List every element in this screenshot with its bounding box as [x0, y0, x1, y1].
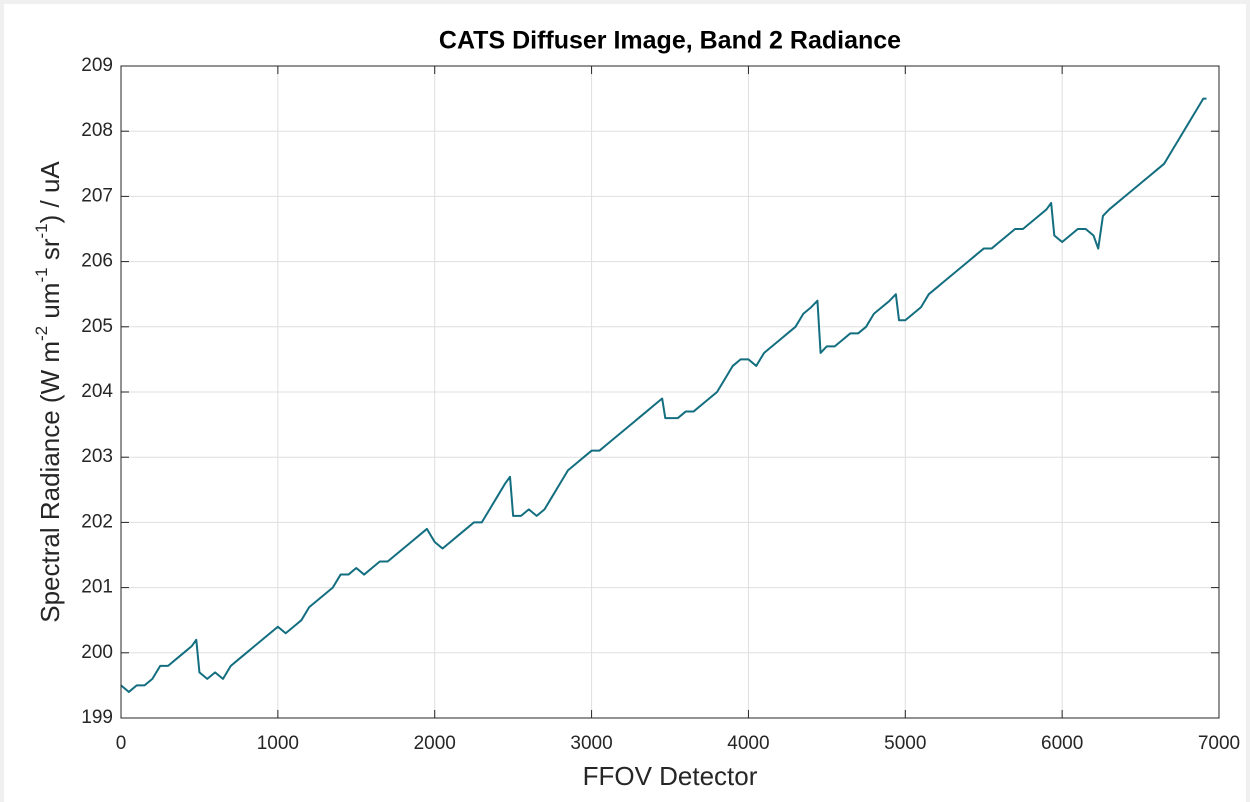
y-label-part: um [35, 283, 65, 326]
x-tick-label: 3000 [570, 733, 612, 754]
x-tick-label: 5000 [884, 733, 926, 754]
y-tick-label: 204 [81, 381, 113, 402]
x-tick-label: 2000 [414, 733, 456, 754]
y-tick-label: 208 [81, 120, 113, 141]
y-tick-label: 199 [81, 707, 113, 728]
y-label-superscript: -1 [32, 223, 51, 238]
y-axis-label: Spectral Radiance (W m-2 um-1 sr-1) / uA [32, 161, 65, 623]
y-tick-label: 206 [81, 251, 113, 272]
y-label-superscript: -2 [32, 326, 51, 341]
x-tick-label: 0 [116, 733, 127, 754]
y-tick-label: 201 [81, 577, 113, 598]
x-tick-label: 4000 [727, 733, 769, 754]
axes-box [120, 65, 1220, 719]
y-tick-label: 205 [81, 316, 113, 337]
x-axis-label: FFOV Detector [583, 761, 758, 791]
x-tick-label: 6000 [1041, 733, 1083, 754]
y-tick-label: 207 [81, 185, 113, 206]
y-label-part: Spectral Radiance (W m [35, 341, 65, 623]
data-line [120, 97, 1207, 693]
x-tick-label: 1000 [257, 733, 299, 754]
chart-title: CATS Diffuser Image, Band 2 Radiance [439, 27, 901, 55]
y-label-part: ) / uA [35, 161, 65, 224]
x-tick-label: 7000 [1198, 733, 1240, 754]
y-label-part: sr [35, 238, 65, 267]
y-tick-label: 200 [81, 642, 113, 663]
y-tick-label: 202 [81, 511, 113, 532]
y-tick-label: 203 [81, 446, 113, 467]
y-tick-label: 209 [81, 55, 113, 76]
y-label-superscript: -1 [32, 267, 51, 282]
